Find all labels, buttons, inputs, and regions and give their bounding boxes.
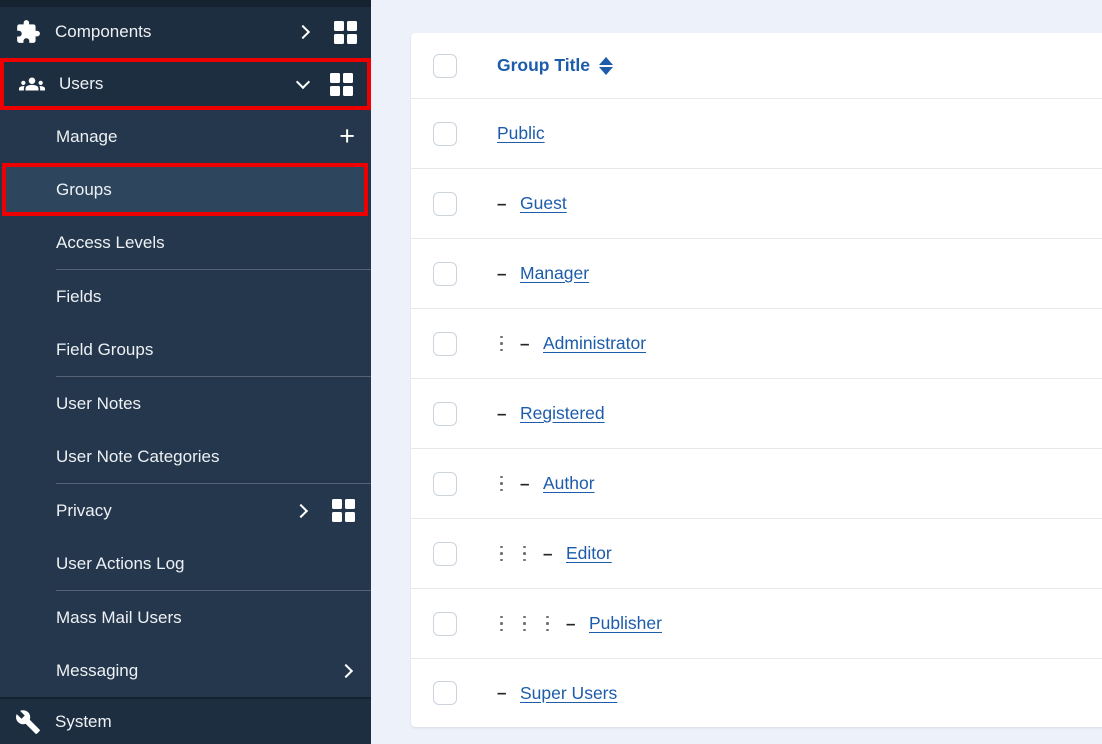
row-checkbox[interactable] bbox=[433, 331, 457, 356]
tree-indent-dots bbox=[520, 545, 543, 562]
sidebar-item-label: System bbox=[55, 711, 112, 731]
row-checkbox[interactable] bbox=[433, 191, 457, 216]
sidebar-item-label: Mass Mail Users bbox=[56, 607, 182, 627]
dashboard-grid-icon[interactable] bbox=[334, 20, 357, 44]
tree-indent-dots bbox=[497, 475, 520, 492]
submenu-divider bbox=[56, 376, 371, 378]
sidebar-item-components[interactable]: Components bbox=[0, 6, 371, 59]
row-checkbox[interactable] bbox=[433, 401, 457, 426]
row-checkbox[interactable] bbox=[433, 611, 457, 636]
sort-asc-desc-icon bbox=[599, 56, 614, 75]
dashboard-grid-icon[interactable] bbox=[332, 499, 355, 523]
sidebar-item-access-levels[interactable]: Access Levels bbox=[0, 216, 371, 269]
row-checkbox[interactable] bbox=[433, 541, 457, 566]
wrench-icon bbox=[14, 708, 41, 735]
sidebar-item-label: Components bbox=[55, 22, 152, 42]
group-link-editor[interactable]: Editor bbox=[566, 543, 612, 563]
sidebar-item-manage[interactable]: Manage + bbox=[0, 110, 371, 163]
group-link-author[interactable]: Author bbox=[543, 473, 595, 493]
tree-indent-dots bbox=[497, 545, 520, 562]
tree-dash: – bbox=[497, 403, 507, 423]
submenu-divider bbox=[56, 590, 371, 592]
table-header-row: Group Title bbox=[411, 33, 1102, 99]
groups-table-card: Group Title Public – Guest bbox=[411, 33, 1102, 727]
group-link-super-users[interactable]: Super Users bbox=[520, 682, 618, 703]
group-link-administrator[interactable]: Administrator bbox=[543, 333, 647, 353]
row-checkbox[interactable] bbox=[433, 121, 457, 146]
sidebar-item-fields[interactable]: Fields bbox=[0, 270, 371, 323]
sidebar-item-users[interactable]: Users bbox=[0, 58, 371, 111]
chevron-right-icon bbox=[295, 25, 311, 40]
tree-dash: – bbox=[566, 613, 576, 633]
table-row-public: Public bbox=[411, 99, 1102, 169]
table-row-author: – Author bbox=[411, 449, 1102, 519]
table-row-guest: – Guest bbox=[411, 169, 1102, 239]
chevron-right-icon bbox=[293, 503, 309, 518]
tree-dash: – bbox=[497, 263, 507, 283]
sidebar-item-user-actions-log[interactable]: User Actions Log bbox=[0, 537, 371, 590]
chevron-right-icon bbox=[338, 663, 354, 678]
sidebar-item-label: User Note Categories bbox=[56, 446, 220, 466]
group-link-registered[interactable]: Registered bbox=[520, 403, 605, 423]
sidebar-item-label: Groups bbox=[56, 179, 112, 199]
sidebar-item-label: Access Levels bbox=[56, 232, 165, 252]
row-checkbox[interactable] bbox=[433, 471, 457, 496]
sidebar: Components Users Manage + Groups bbox=[0, 0, 371, 744]
table-row-administrator: – Administrator bbox=[411, 309, 1102, 379]
dashboard-grid-icon[interactable] bbox=[330, 72, 353, 96]
sidebar-item-label: Messaging bbox=[56, 660, 139, 680]
users-submenu: Manage + Groups Access Levels Fields Fie… bbox=[0, 110, 371, 698]
sidebar-item-label: Privacy bbox=[56, 500, 112, 520]
sidebar-item-mass-mail-users[interactable]: Mass Mail Users bbox=[0, 591, 371, 644]
content-area: Group Title Public – Guest bbox=[371, 0, 1102, 744]
tree-dash: – bbox=[520, 333, 530, 353]
sidebar-item-user-notes[interactable]: User Notes bbox=[0, 377, 371, 430]
group-link-manager[interactable]: Manager bbox=[520, 263, 590, 283]
sidebar-item-groups[interactable]: Groups bbox=[2, 163, 368, 217]
tree-indent-dots bbox=[497, 335, 520, 352]
tree-dash: – bbox=[497, 683, 507, 702]
column-header-label: Group Title bbox=[497, 55, 591, 75]
chevron-down-icon bbox=[295, 75, 311, 90]
submenu-divider bbox=[56, 269, 371, 271]
puzzle-icon bbox=[14, 19, 41, 46]
table-row-publisher: – Publisher bbox=[411, 589, 1102, 659]
sidebar-item-system[interactable]: System bbox=[0, 697, 371, 744]
row-checkbox[interactable] bbox=[433, 261, 457, 286]
select-all-checkbox[interactable] bbox=[433, 53, 457, 78]
sidebar-item-label: Fields bbox=[56, 286, 102, 306]
row-checkbox[interactable] bbox=[433, 681, 457, 705]
sidebar-item-label: User Notes bbox=[56, 393, 142, 413]
sort-by-group-title-link[interactable]: Group Title bbox=[497, 55, 614, 76]
table-row-manager: – Manager bbox=[411, 239, 1102, 309]
tree-dash: – bbox=[520, 473, 530, 493]
sidebar-item-label: Users bbox=[59, 74, 104, 94]
sidebar-item-label: Manage bbox=[56, 126, 118, 146]
users-icon bbox=[18, 71, 45, 98]
sidebar-top-strip bbox=[0, 0, 371, 7]
tree-indent-dots bbox=[497, 615, 520, 632]
tree-dash: – bbox=[497, 193, 507, 213]
tree-indent-dots bbox=[543, 615, 566, 632]
tree-dash: – bbox=[543, 543, 553, 563]
sidebar-item-label: Field Groups bbox=[56, 339, 154, 359]
table-row-registered: – Registered bbox=[411, 379, 1102, 449]
tree-indent-dots bbox=[520, 615, 543, 632]
sidebar-item-user-note-categories[interactable]: User Note Categories bbox=[0, 430, 371, 483]
sidebar-item-privacy[interactable]: Privacy bbox=[0, 484, 371, 537]
sidebar-item-label: User Actions Log bbox=[56, 553, 185, 573]
plus-icon[interactable]: + bbox=[339, 121, 355, 152]
group-link-public[interactable]: Public bbox=[497, 123, 545, 143]
table-row-editor: – Editor bbox=[411, 519, 1102, 589]
sidebar-item-field-groups[interactable]: Field Groups bbox=[0, 323, 371, 376]
group-link-guest[interactable]: Guest bbox=[520, 193, 567, 213]
group-link-publisher[interactable]: Publisher bbox=[589, 613, 662, 633]
table-row-super-users: – Super Users bbox=[411, 659, 1102, 727]
submenu-divider bbox=[56, 483, 371, 485]
sidebar-item-messaging[interactable]: Messaging bbox=[0, 644, 371, 697]
